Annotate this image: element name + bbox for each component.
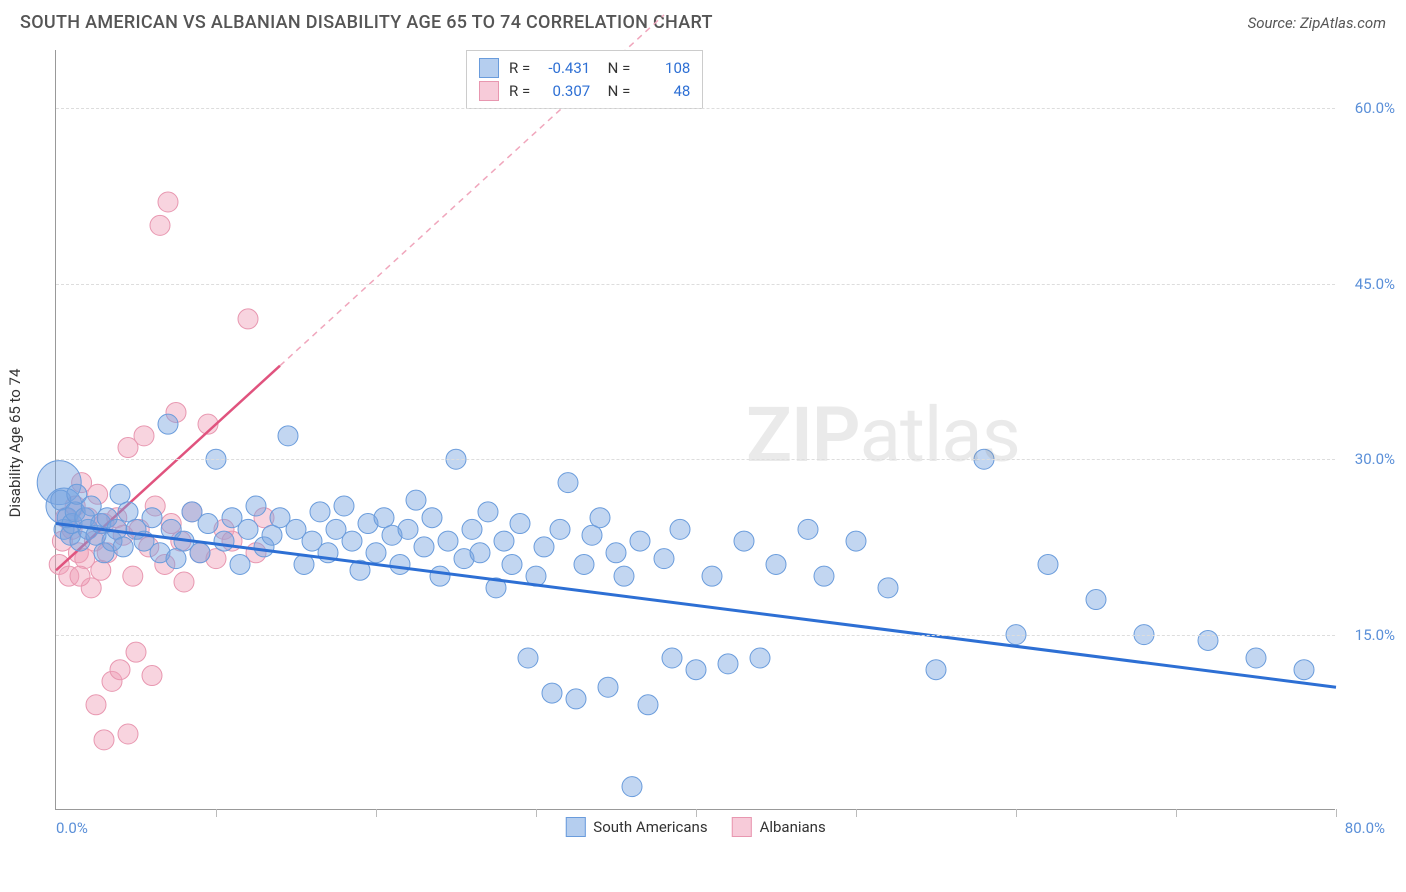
legend-item-0: South Americans <box>565 817 707 837</box>
x-tick <box>376 809 377 817</box>
legend-label-1: Albanians <box>760 818 826 836</box>
scatter-svg <box>56 50 1336 810</box>
stats-n-value-0: 108 <box>640 57 690 80</box>
y-axis-label: Disability Age 65 to 74 <box>6 368 24 517</box>
y-tick-label: 30.0% <box>1355 450 1395 468</box>
y-tick-label: 45.0% <box>1355 275 1395 293</box>
x-tick <box>1016 809 1017 817</box>
stats-r-label-0: R = <box>509 57 530 80</box>
stats-n-label-1: N = <box>600 80 630 103</box>
stats-row-1: R = 0.307 N = 48 <box>479 80 690 103</box>
gridline-h <box>56 284 1335 285</box>
x-tick <box>856 809 857 817</box>
x-tick <box>696 809 697 817</box>
stats-swatch-0 <box>479 58 499 78</box>
stats-box: R = -0.431 N = 108 R = 0.307 N = 48 <box>466 50 703 109</box>
bottom-legend: South Americans Albanians <box>565 817 825 837</box>
stats-r-value-0: -0.431 <box>540 57 590 80</box>
x-tick <box>1336 809 1337 817</box>
legend-item-1: Albanians <box>732 817 826 837</box>
plot-area: ZIPatlas R = -0.431 N = 108 R = 0.307 N … <box>55 50 1335 810</box>
legend-swatch-0 <box>565 817 585 837</box>
gridline-h <box>56 108 1335 109</box>
source-label: Source: ZipAtlas.com <box>1248 14 1386 32</box>
x-tick <box>216 809 217 817</box>
chart-container: Disability Age 65 to 74 ZIPatlas R = -0.… <box>55 50 1385 835</box>
y-tick-label: 60.0% <box>1355 99 1395 117</box>
x-tick <box>536 809 537 817</box>
chart-title: SOUTH AMERICAN VS ALBANIAN DISABILITY AG… <box>20 12 713 33</box>
y-tick-label: 15.0% <box>1355 626 1395 644</box>
stats-r-label-1: R = <box>509 80 530 103</box>
legend-label-0: South Americans <box>593 818 707 836</box>
stats-swatch-1 <box>479 81 499 101</box>
legend-swatch-1 <box>732 817 752 837</box>
gridline-h <box>56 635 1335 636</box>
stats-n-value-1: 48 <box>640 80 690 103</box>
stats-r-value-1: 0.307 <box>540 80 590 103</box>
stats-row-0: R = -0.431 N = 108 <box>479 57 690 80</box>
x-axis-min-label: 0.0% <box>56 819 88 837</box>
x-tick <box>1176 809 1177 817</box>
x-axis-max-label: 80.0% <box>1345 819 1385 837</box>
gridline-h <box>56 459 1335 460</box>
stats-n-label-0: N = <box>600 57 630 80</box>
